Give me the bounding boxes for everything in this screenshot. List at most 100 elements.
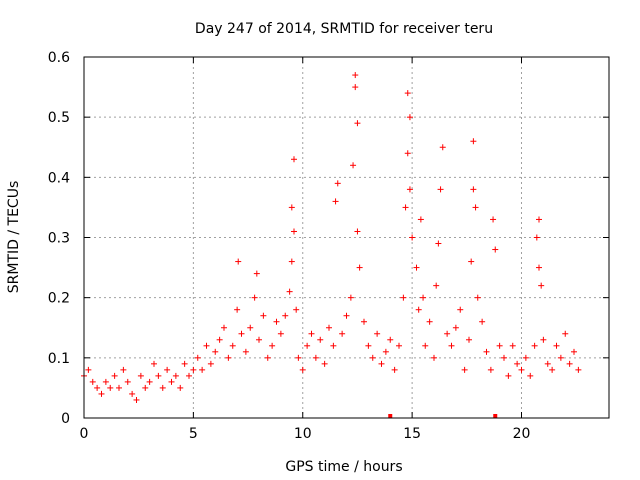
x-tick-label: 5 (189, 426, 198, 442)
data-point (457, 306, 464, 313)
data-point (400, 294, 407, 301)
y-tick-label: 0.6 (48, 50, 70, 66)
data-point (415, 306, 422, 313)
data-point (549, 366, 556, 373)
data-point (433, 282, 440, 289)
data-point (374, 330, 381, 337)
data-point (295, 354, 302, 361)
data-point (352, 84, 359, 91)
y-tick-label: 0.4 (48, 170, 70, 186)
y-tick-label: 0.2 (48, 291, 70, 307)
data-point (120, 366, 127, 373)
data-point (378, 360, 385, 367)
data-point (264, 354, 271, 361)
data-point (352, 72, 359, 79)
data-point (190, 366, 197, 373)
data-point (332, 198, 339, 205)
data-point (382, 348, 389, 355)
data-point (221, 324, 227, 331)
data-point (291, 156, 297, 163)
y-tick-label: 0.1 (48, 351, 70, 367)
data-point (396, 342, 402, 349)
data-point (437, 186, 444, 193)
data-point (330, 342, 337, 349)
data-point (448, 342, 455, 349)
plot-frame (83, 56, 610, 419)
data-point (536, 264, 542, 271)
zero-marker (388, 414, 393, 418)
data-point (273, 318, 280, 325)
data-point (472, 204, 479, 211)
data-point (406, 114, 413, 121)
data-point (111, 372, 118, 379)
data-point (288, 204, 295, 211)
data-point (492, 246, 499, 253)
data-point (356, 264, 363, 271)
data-point (312, 354, 319, 361)
data-point (137, 372, 144, 379)
data-point (387, 336, 394, 343)
data-point (234, 306, 241, 313)
data-point (417, 216, 424, 223)
x-axis-label: GPS time / hours (285, 459, 402, 475)
data-point (575, 366, 582, 373)
data-point (102, 378, 109, 385)
data-point (514, 360, 521, 367)
data-point (308, 330, 315, 337)
data-point (413, 264, 420, 271)
data-point (299, 366, 306, 373)
data-point (253, 270, 260, 277)
data-point (557, 354, 564, 361)
data-point (216, 336, 223, 343)
data-point (286, 288, 293, 295)
data-point (509, 342, 516, 349)
data-point (470, 186, 477, 193)
data-point (474, 294, 481, 301)
data-point (177, 384, 184, 391)
data-point (291, 228, 297, 235)
data-point (439, 144, 446, 151)
data-point (361, 318, 367, 325)
data-point (404, 90, 411, 97)
data-point (544, 360, 551, 367)
data-point (562, 330, 569, 337)
data-point (409, 234, 416, 241)
axis-ticks: 0 5 10 15 20 0 0.1 0.2 0.3 0.4 0.5 0.6 (48, 50, 609, 442)
data-point (452, 324, 459, 331)
data-points (81, 72, 582, 418)
x-tick-label: 20 (513, 426, 531, 442)
x-tick-label: 15 (403, 426, 421, 442)
data-point (470, 138, 477, 145)
data-point (533, 234, 540, 241)
data-point (260, 312, 267, 319)
data-point (461, 366, 468, 373)
data-point (365, 342, 372, 349)
data-point (238, 330, 245, 337)
data-point (207, 360, 214, 367)
x-tick-label: 0 (80, 426, 89, 442)
data-point (422, 342, 429, 349)
y-axis-label: SRMTID / TECUs (6, 181, 22, 294)
data-point (466, 336, 472, 343)
data-point (404, 150, 411, 157)
data-point (229, 342, 236, 349)
data-point (142, 384, 149, 391)
data-point (282, 312, 289, 319)
data-point (155, 372, 162, 379)
zero-marker (493, 414, 498, 418)
data-point (235, 258, 242, 265)
data-point (420, 294, 427, 301)
data-point (116, 384, 122, 391)
data-point (444, 330, 451, 337)
data-point (540, 336, 547, 343)
data-point (172, 372, 179, 379)
data-point (426, 318, 433, 325)
data-point (571, 348, 577, 355)
data-point (164, 366, 171, 373)
data-point (317, 336, 324, 343)
data-point (146, 378, 153, 385)
data-point (538, 282, 545, 289)
data-point (339, 330, 346, 337)
data-point (94, 384, 101, 391)
